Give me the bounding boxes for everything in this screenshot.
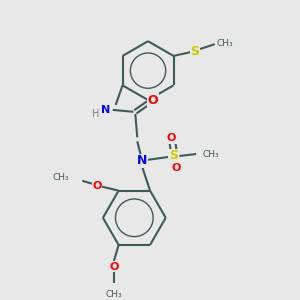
Text: O: O: [167, 133, 176, 143]
Text: O: O: [172, 163, 181, 173]
Text: CH₃: CH₃: [105, 290, 122, 299]
Text: O: O: [109, 262, 118, 272]
Text: CH₃: CH₃: [203, 149, 220, 158]
Text: S: S: [190, 44, 200, 58]
Text: O: O: [92, 181, 102, 191]
Text: CH₃: CH₃: [53, 173, 70, 182]
Text: S: S: [169, 149, 178, 163]
Text: H: H: [92, 109, 100, 119]
Text: N: N: [101, 105, 110, 115]
Text: N: N: [137, 154, 147, 167]
Text: CH₃: CH₃: [217, 39, 233, 48]
Text: O: O: [148, 94, 158, 106]
